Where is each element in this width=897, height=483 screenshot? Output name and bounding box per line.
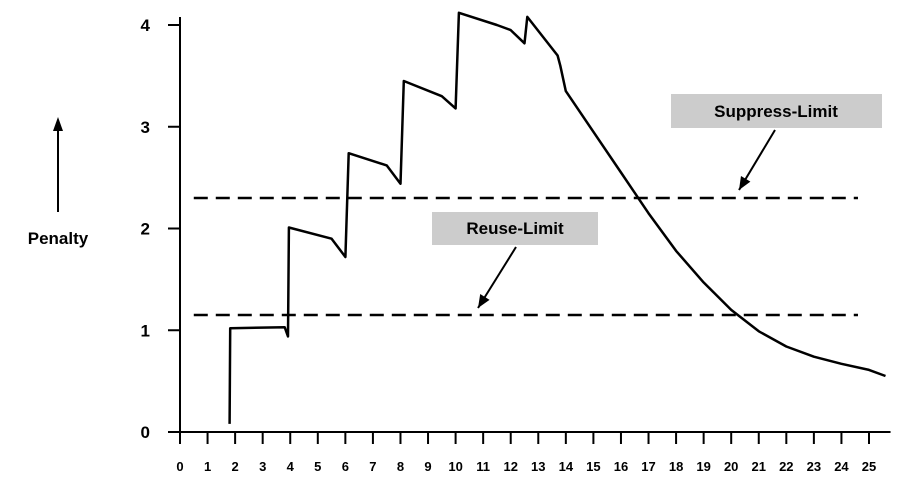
suppress-limit-arrow-head-icon [739,176,751,190]
x-tick-label: 15 [586,459,600,474]
y-tick-label: 4 [141,16,151,35]
x-tick-label: 13 [531,459,545,474]
x-tick-label: 19 [696,459,710,474]
x-tick-label: 18 [669,459,683,474]
x-tick-label: 17 [641,459,655,474]
x-tick-label: 4 [287,459,295,474]
x-tick-label: 9 [424,459,431,474]
y-tick-label: 1 [141,321,150,340]
x-tick-label: 11 [476,459,490,474]
x-tick-label: 14 [559,459,574,474]
y-tick-label: 3 [141,118,150,137]
series [228,11,886,424]
reuse-limit-arrow-head-icon [478,294,490,308]
x-tick-label: 1 [204,459,211,474]
x-tick-label: 5 [314,459,321,474]
x-tick-label: 0 [176,459,183,474]
x-tick-label: 2 [232,459,239,474]
y-tick-label: 2 [141,220,150,239]
x-tick-label: 20 [724,459,738,474]
x-tick-label: 7 [369,459,376,474]
annotations: Suppress-Limit Reuse-Limit [432,94,882,309]
x-tick-label: 21 [752,459,766,474]
up-arrow-head-icon [53,117,63,131]
reference-lines [193,196,858,317]
x-tick-label: 22 [779,459,793,474]
penalty-series-line [228,11,886,424]
x-tick-label: 24 [834,459,849,474]
x-tick-label: 16 [614,459,628,474]
suppress-limit-label-box [671,94,882,128]
axes: 0 1 2 3 4 5 6 7 8 9 10 11 12 13 14 15 16 17 18 19 20 21 22 23 24… [28,16,891,474]
suppress-limit-label: Suppress-Limit [714,102,838,121]
x-tick-label: 3 [259,459,266,474]
x-tick-label: 25 [862,459,876,474]
reuse-limit-label-box [432,212,598,245]
x-tick-label: 6 [342,459,349,474]
x-tick-label: 8 [397,459,404,474]
y-axis-title: Penalty [28,229,89,248]
x-tick-label: 23 [807,459,821,474]
x-tick-label: 10 [448,459,462,474]
y-tick-label: 0 [141,423,150,442]
reuse-limit-label: Reuse-Limit [466,219,564,238]
x-tick-label: 12 [503,459,517,474]
